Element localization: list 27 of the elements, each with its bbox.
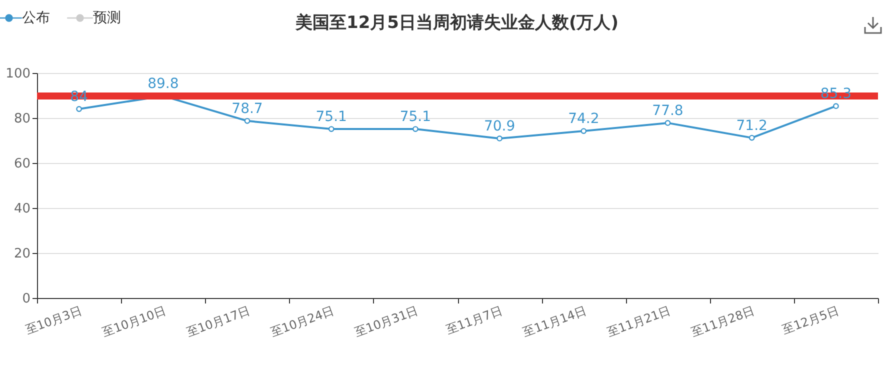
y-tick-label: 100 xyxy=(6,66,30,82)
x-tick-label: 至10月31日 xyxy=(352,304,420,340)
x-tick-label: 至10月10日 xyxy=(100,304,168,340)
data-label: 74.2 xyxy=(568,111,600,128)
x-tick-label: 至11月14日 xyxy=(520,304,588,340)
x-tick-label: 至11月7日 xyxy=(444,304,504,337)
y-tick-label: 20 xyxy=(14,246,30,262)
x-tick-label: 至10月24日 xyxy=(268,304,336,340)
data-label: 70.9 xyxy=(484,118,516,134)
data-label: 75.1 xyxy=(316,109,347,126)
data-label: 89.8 xyxy=(148,76,179,92)
data-label: 71.2 xyxy=(736,118,768,134)
x-tick-label: 至11月21日 xyxy=(605,304,672,340)
legend-label: 公布 xyxy=(22,10,50,26)
x-tick-label: 至10月3日 xyxy=(24,304,84,337)
x-tick-label: 至12月5日 xyxy=(780,304,841,337)
x-tick-label: 至11月28日 xyxy=(689,304,756,340)
data-label: 78.7 xyxy=(232,100,263,117)
y-tick-label: 60 xyxy=(14,156,30,172)
legend-label: 预测 xyxy=(93,10,121,26)
data-label: 77.8 xyxy=(652,102,684,119)
y-tick-label: 80 xyxy=(14,112,30,126)
chart-title: 美国至12月5日当周初请失业金人数(万人) xyxy=(294,13,619,33)
x-tick-label: 至10月17日 xyxy=(184,304,252,340)
data-label: 75.1 xyxy=(400,109,432,126)
y-tick-label: 0 xyxy=(22,292,30,306)
y-tick-label: 40 xyxy=(14,202,30,216)
